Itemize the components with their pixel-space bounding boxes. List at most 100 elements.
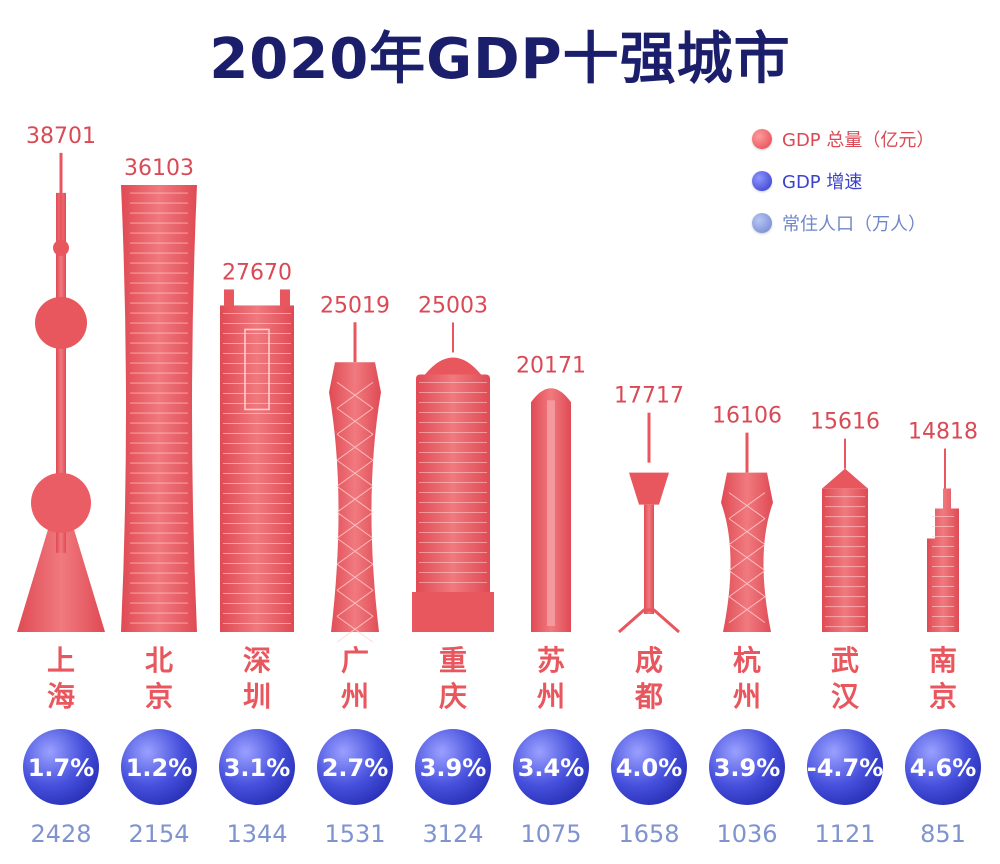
building-lattice xyxy=(336,615,374,643)
building-lattice xyxy=(336,511,374,539)
legend-label-population: 常住人口（万人） xyxy=(782,214,926,235)
city-name-char: 汉 xyxy=(831,680,860,713)
tower-legs xyxy=(618,608,680,634)
building-lattice xyxy=(336,563,374,591)
building-core xyxy=(244,328,270,411)
gdp-value-label: 16106 xyxy=(712,404,782,429)
building-plinth xyxy=(412,592,494,632)
growth-value-label: 4.6% xyxy=(910,754,977,782)
building-lattice xyxy=(728,596,766,624)
growth-value-label: 1.7% xyxy=(28,754,95,782)
city-name-char: 成 xyxy=(635,644,663,677)
legend-dot-gdp xyxy=(752,129,772,149)
city-name-char: 京 xyxy=(929,680,957,713)
growth-value-label: 4.0% xyxy=(616,754,683,782)
tower-pod xyxy=(629,472,669,505)
chart-title: 2020年GDP十强城市 xyxy=(209,27,791,92)
population-value-label: 1531 xyxy=(324,820,385,848)
building-lattice xyxy=(336,407,374,435)
city-column-7 xyxy=(721,432,773,632)
gdp-value-label: 20171 xyxy=(516,353,586,378)
gdp-value-label: 14818 xyxy=(908,420,978,445)
city-name-char: 北 xyxy=(145,644,173,677)
building-body xyxy=(822,488,868,632)
city-name-char: 京 xyxy=(145,680,173,713)
tower-shaft xyxy=(644,504,654,614)
city-name-char: 州 xyxy=(537,680,565,713)
growth-value-label: -4.7% xyxy=(807,754,884,782)
city-name-char: 上 xyxy=(47,644,75,677)
legend-item-population: 常住人口（万人） xyxy=(752,202,934,244)
tower-shaft xyxy=(56,192,66,553)
building-lattice xyxy=(728,518,766,546)
population-value-label: 1658 xyxy=(618,820,679,848)
gdp-value-label: 27670 xyxy=(222,260,292,285)
gdp-value-label: 25019 xyxy=(320,293,390,318)
population-value-label: 3124 xyxy=(422,820,483,848)
tower-upper-sphere xyxy=(35,296,87,349)
building-lattice xyxy=(728,492,766,520)
city-column-0 xyxy=(17,152,105,632)
legend-item-growth: GDP 增速 xyxy=(752,160,934,202)
building-body xyxy=(329,362,381,632)
gdp-value-label: 36103 xyxy=(124,156,194,181)
gdp-value-label: 17717 xyxy=(614,384,684,409)
building-lattice xyxy=(336,485,374,513)
legend-item-gdp: GDP 总量（亿元） xyxy=(752,118,934,160)
growth-bubble xyxy=(415,729,491,805)
city-name-char: 深 xyxy=(243,644,271,677)
legend-dot-population xyxy=(752,213,772,233)
city-column-4 xyxy=(412,322,494,632)
growth-value-label: 3.9% xyxy=(714,754,781,782)
city-column-9 xyxy=(927,448,959,632)
building-lattice xyxy=(336,433,374,461)
city-name-char: 武 xyxy=(831,644,859,677)
population-value-label: 2154 xyxy=(128,820,189,848)
population-value-label: 2428 xyxy=(30,820,91,848)
growth-bubble xyxy=(905,729,981,805)
city-name-char: 南 xyxy=(929,644,957,677)
population-value-label: 851 xyxy=(920,820,966,848)
population-value-label: 1036 xyxy=(716,820,777,848)
city-name-char: 苏 xyxy=(537,644,565,677)
building-dome xyxy=(425,357,481,375)
population-value-label: 1121 xyxy=(814,820,875,848)
gdp-value-label: 38701 xyxy=(26,124,96,149)
population-value-label: 1344 xyxy=(226,820,287,848)
building-lattice xyxy=(728,570,766,598)
growth-bubble xyxy=(23,729,99,805)
tower-base xyxy=(17,512,105,632)
legend: GDP 总量（亿元） GDP 增速 常住人口（万人） xyxy=(752,118,934,244)
building-lattice xyxy=(336,459,374,487)
gdp-value-label: 25003 xyxy=(418,293,488,318)
building-core xyxy=(547,400,555,626)
building-lattice xyxy=(728,544,766,572)
growth-bubble xyxy=(611,729,687,805)
city-name-char: 州 xyxy=(733,680,761,713)
building-body xyxy=(721,472,773,632)
growth-bubble xyxy=(219,729,295,805)
growth-bubble xyxy=(513,729,589,805)
city-column-5 xyxy=(531,388,571,632)
growth-bubble xyxy=(807,729,883,805)
city-column-8 xyxy=(822,438,868,632)
city-name-char: 庆 xyxy=(439,680,467,713)
city-name-char: 海 xyxy=(47,680,75,713)
gdp-value-label: 15616 xyxy=(810,410,880,435)
building-right-cap xyxy=(280,289,290,308)
city-column-2 xyxy=(220,289,294,632)
city-name-char: 都 xyxy=(634,680,663,713)
population-value-label: 1075 xyxy=(520,820,581,848)
city-column-3 xyxy=(329,322,381,643)
legend-label-growth: GDP 增速 xyxy=(782,172,863,193)
tower-lower-sphere xyxy=(31,472,91,533)
growth-value-label: 2.7% xyxy=(322,754,389,782)
legend-dot-growth xyxy=(752,171,772,191)
city-name-char: 广 xyxy=(341,644,369,677)
building-roof xyxy=(822,468,868,489)
building-left-cap xyxy=(224,289,234,308)
building-body xyxy=(121,185,197,632)
tower-top-sphere xyxy=(53,239,69,256)
city-name-char: 圳 xyxy=(243,680,271,713)
